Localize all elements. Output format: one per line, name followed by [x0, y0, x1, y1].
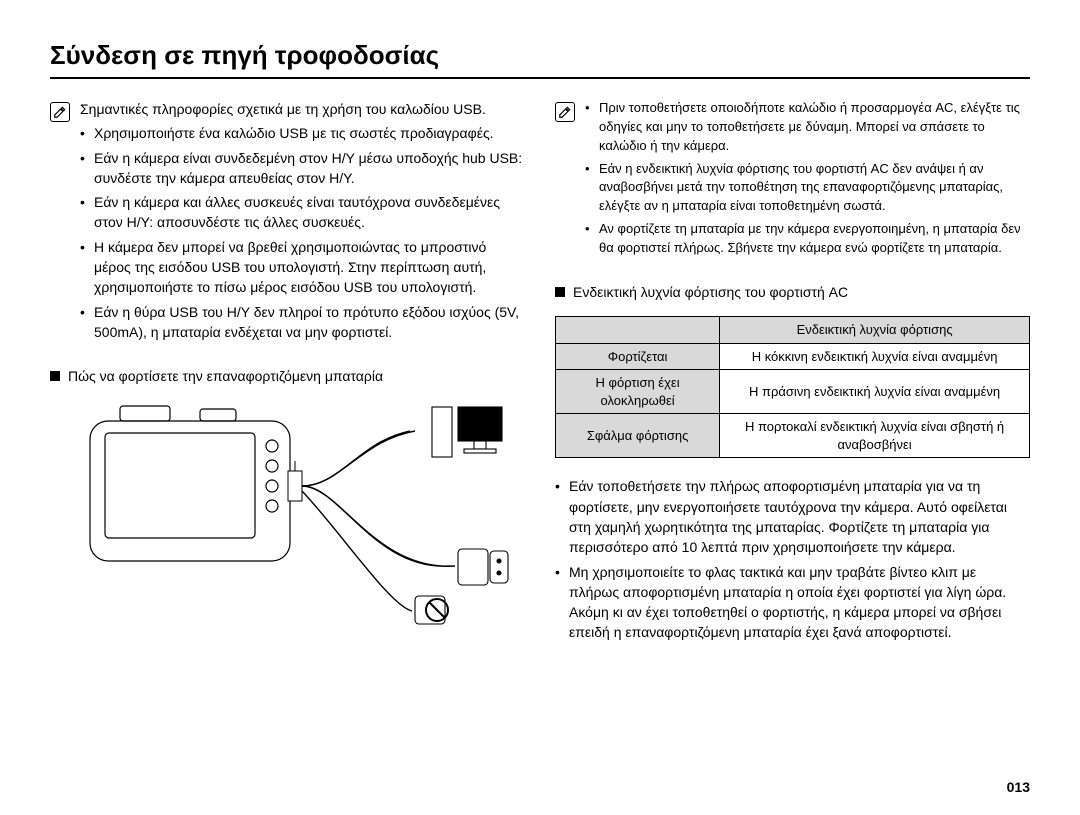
square-bullet-icon — [555, 287, 565, 297]
right-note-bullets: Πριν τοποθετήσετε οποιοδήποτε καλώδιο ή … — [585, 99, 1030, 258]
left-note-item: Χρησιμοποιήστε ένα καλώδιο USB με τις σω… — [80, 123, 525, 143]
table-row-label: Σφάλμα φόρτισης — [556, 414, 720, 458]
right-note-item: Πριν τοποθετήσετε οποιοδήποτε καλώδιο ή … — [585, 99, 1030, 156]
after-table-item: Μη χρησιμοποιείτε το φλας τακτικά και μη… — [555, 562, 1030, 643]
table-row-value: Η κόκκινη ενδεικτική λυχνία είναι αναμμέ… — [720, 343, 1030, 370]
table-row-label: Φορτίζεται — [556, 343, 720, 370]
left-subheading-text: Πώς να φορτίσετε την επαναφορτιζόμενη μπ… — [68, 366, 383, 386]
charging-led-table: Ενδεικτική λυχνία φόρτισης Φορτίζεται Η … — [555, 316, 1030, 458]
right-info-note: Πριν τοποθετήσετε οποιοδήποτε καλώδιο ή … — [555, 99, 1030, 262]
left-note-item: Εάν η κάμερα είναι συνδεδεμένη στον Η/Υ … — [80, 148, 525, 189]
left-note-item: Εάν η κάμερα και άλλες συσκευές είναι τα… — [80, 192, 525, 233]
table-row: Σφάλμα φόρτισης Η πορτοκαλί ενδεικτική λ… — [556, 414, 1030, 458]
left-column: Σημαντικές πληροφορίες σχετικά με τη χρή… — [50, 99, 525, 647]
right-note-item: Εάν η ενδεικτική λυχνία φόρτισης του φορ… — [585, 160, 1030, 217]
table-row: Η φόρτιση έχει ολοκληρωθεί Η πράσινη ενδ… — [556, 370, 1030, 414]
page-title: Σύνδεση σε πηγή τροφοδοσίας — [50, 40, 1030, 79]
right-subheading-text: Ενδεικτική λυχνία φόρτισης του φορτιστή … — [573, 282, 848, 302]
table-row-label: Η φόρτιση έχει ολοκληρωθεί — [556, 370, 720, 414]
right-column: Πριν τοποθετήσετε οποιοδήποτε καλώδιο ή … — [555, 99, 1030, 647]
table-row-value: Η πράσινη ενδεικτική λυχνία είναι αναμμέ… — [720, 370, 1030, 414]
page-number: 013 — [1007, 779, 1030, 795]
pencil-note-icon — [50, 102, 70, 122]
left-subheading: Πώς να φορτίσετε την επαναφορτιζόμενη μπ… — [50, 366, 525, 386]
table-row-value: Η πορτοκαλί ενδεικτική λυχνία είναι σβησ… — [720, 414, 1030, 458]
camera-charging-illustration — [80, 401, 525, 634]
table-header-empty — [556, 317, 720, 344]
after-table-item: Εάν τοποθετήσετε την πλήρως αποφορτισμέν… — [555, 476, 1030, 557]
pencil-note-icon — [555, 102, 575, 122]
square-bullet-icon — [50, 371, 60, 381]
right-note-item: Αν φορτίζετε τη μπαταρία με την κάμερα ε… — [585, 220, 1030, 258]
left-note-item: Η κάμερα δεν μπορεί να βρεθεί χρησιμοποι… — [80, 237, 525, 298]
right-subheading: Ενδεικτική λυχνία φόρτισης του φορτιστή … — [555, 282, 1030, 302]
left-info-note: Σημαντικές πληροφορίες σχετικά με τη χρή… — [50, 99, 525, 346]
left-note-item: Εάν η θύρα USB του Η/Υ δεν πληροί το πρό… — [80, 302, 525, 343]
left-note-intro: Σημαντικές πληροφορίες σχετικά με τη χρή… — [80, 99, 525, 119]
table-row: Φορτίζεται Η κόκκινη ενδεικτική λυχνία ε… — [556, 343, 1030, 370]
after-table-bullets: Εάν τοποθετήσετε την πλήρως αποφορτισμέν… — [555, 476, 1030, 642]
table-header-led: Ενδεικτική λυχνία φόρτισης — [720, 317, 1030, 344]
two-column-layout: Σημαντικές πληροφορίες σχετικά με τη χρή… — [50, 99, 1030, 647]
left-note-bullets: Χρησιμοποιήστε ένα καλώδιο USB με τις σω… — [80, 123, 525, 342]
